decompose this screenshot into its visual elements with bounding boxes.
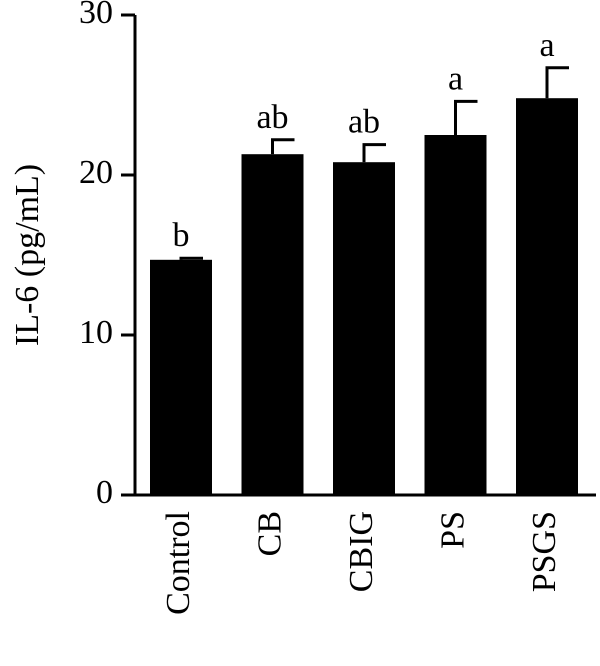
significance-label: a: [539, 27, 554, 64]
bar: [150, 259, 212, 495]
x-tick-label: CBIG: [343, 511, 380, 592]
y-tick-label: 0: [96, 474, 113, 511]
y-axis-label: IL-6 (pg/mL): [9, 164, 46, 346]
error-bar: [454, 99, 478, 135]
error-bar: [179, 256, 203, 260]
bar: [333, 162, 395, 495]
y-tick-label: 30: [79, 0, 113, 31]
error-bar: [545, 66, 569, 99]
x-tick-label: PS: [434, 511, 471, 549]
bar: [424, 135, 487, 495]
significance-label: ab: [348, 104, 380, 141]
y-tick-label: 10: [79, 314, 113, 351]
y-tick-label: 20: [79, 154, 113, 191]
significance-label: a: [448, 60, 463, 97]
significance-label: b: [173, 217, 190, 254]
x-tick-label: Control: [160, 511, 197, 615]
bar: [241, 154, 304, 495]
bar: [516, 98, 578, 495]
error-bar: [362, 143, 386, 163]
significance-label: ab: [256, 99, 288, 136]
x-tick-label: PSGS: [526, 511, 563, 592]
error-bar: [271, 138, 295, 155]
x-tick-label: CB: [251, 511, 288, 556]
